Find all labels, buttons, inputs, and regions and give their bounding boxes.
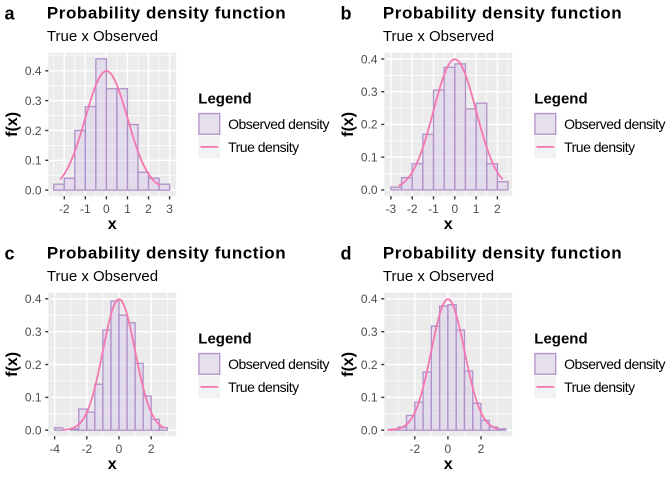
svg-text:a: a — [5, 3, 16, 23]
svg-text:Observed density: Observed density — [564, 116, 665, 132]
svg-text:Legend: Legend — [198, 91, 251, 108]
svg-text:b: b — [341, 3, 352, 23]
svg-text:0.3: 0.3 — [361, 325, 378, 339]
svg-text:-4: -4 — [49, 442, 60, 456]
svg-text:x: x — [108, 216, 117, 233]
svg-text:-2: -2 — [409, 442, 420, 456]
svg-text:0.0: 0.0 — [361, 424, 378, 438]
svg-text:True x Observed: True x Observed — [383, 268, 494, 285]
svg-text:True density: True density — [228, 139, 299, 155]
svg-text:0.3: 0.3 — [25, 325, 42, 339]
svg-text:Legend: Legend — [534, 331, 587, 348]
svg-text:1: 1 — [473, 202, 480, 216]
svg-text:True x Observed: True x Observed — [47, 28, 158, 45]
svg-text:0: 0 — [103, 202, 110, 216]
svg-text:x: x — [108, 456, 117, 473]
svg-text:-1: -1 — [428, 202, 439, 216]
svg-text:2: 2 — [148, 442, 155, 456]
svg-text:True density: True density — [564, 139, 635, 155]
svg-text:-2: -2 — [81, 442, 92, 456]
svg-text:f(x): f(x) — [4, 112, 21, 137]
svg-text:Observed density: Observed density — [228, 356, 329, 372]
svg-text:0.2: 0.2 — [25, 124, 42, 138]
svg-text:0.4: 0.4 — [25, 292, 42, 306]
svg-text:3: 3 — [166, 202, 173, 216]
svg-text:0: 0 — [445, 442, 452, 456]
svg-text:0.4: 0.4 — [361, 52, 378, 66]
svg-text:Observed density: Observed density — [564, 356, 665, 372]
svg-text:0.1: 0.1 — [361, 391, 378, 405]
svg-text:0.1: 0.1 — [25, 391, 42, 405]
svg-text:d: d — [341, 243, 352, 263]
svg-text:0.2: 0.2 — [25, 358, 42, 372]
svg-text:-3: -3 — [386, 202, 397, 216]
svg-text:0.3: 0.3 — [25, 94, 42, 108]
svg-text:0.0: 0.0 — [361, 183, 378, 197]
svg-text:-2: -2 — [407, 202, 418, 216]
svg-text:0.1: 0.1 — [25, 154, 42, 168]
svg-text:Probability density function: Probability density function — [47, 3, 286, 22]
svg-text:0.0: 0.0 — [25, 424, 42, 438]
svg-text:f(x): f(x) — [340, 352, 357, 377]
svg-text:x: x — [444, 456, 453, 473]
svg-text:0.0: 0.0 — [25, 183, 42, 197]
svg-text:0.2: 0.2 — [361, 358, 378, 372]
svg-text:True x Observed: True x Observed — [383, 28, 494, 45]
svg-text:0: 0 — [116, 442, 123, 456]
svg-text:0.3: 0.3 — [361, 85, 378, 99]
svg-text:Probability density function: Probability density function — [383, 243, 622, 262]
svg-text:Probability density function: Probability density function — [47, 243, 286, 262]
svg-text:f(x): f(x) — [4, 352, 21, 377]
svg-text:0.1: 0.1 — [361, 150, 378, 164]
svg-text:0.4: 0.4 — [25, 64, 42, 78]
svg-text:True density: True density — [228, 379, 299, 395]
svg-text:f(x): f(x) — [340, 112, 357, 137]
svg-text:2: 2 — [478, 442, 485, 456]
svg-text:True density: True density — [564, 379, 635, 395]
svg-text:-1: -1 — [80, 202, 91, 216]
svg-text:True x Observed: True x Observed — [47, 268, 158, 285]
svg-text:2: 2 — [145, 202, 152, 216]
svg-text:x: x — [444, 216, 453, 233]
svg-text:2: 2 — [494, 202, 501, 216]
svg-text:Legend: Legend — [198, 331, 251, 348]
svg-text:Observed density: Observed density — [228, 116, 329, 132]
svg-text:c: c — [5, 243, 15, 263]
svg-text:0.4: 0.4 — [361, 292, 378, 306]
svg-text:-2: -2 — [59, 202, 70, 216]
svg-text:0.2: 0.2 — [361, 118, 378, 132]
svg-text:Legend: Legend — [534, 91, 587, 108]
svg-text:1: 1 — [124, 202, 131, 216]
svg-text:0: 0 — [451, 202, 458, 216]
svg-text:Probability density function: Probability density function — [383, 3, 622, 22]
